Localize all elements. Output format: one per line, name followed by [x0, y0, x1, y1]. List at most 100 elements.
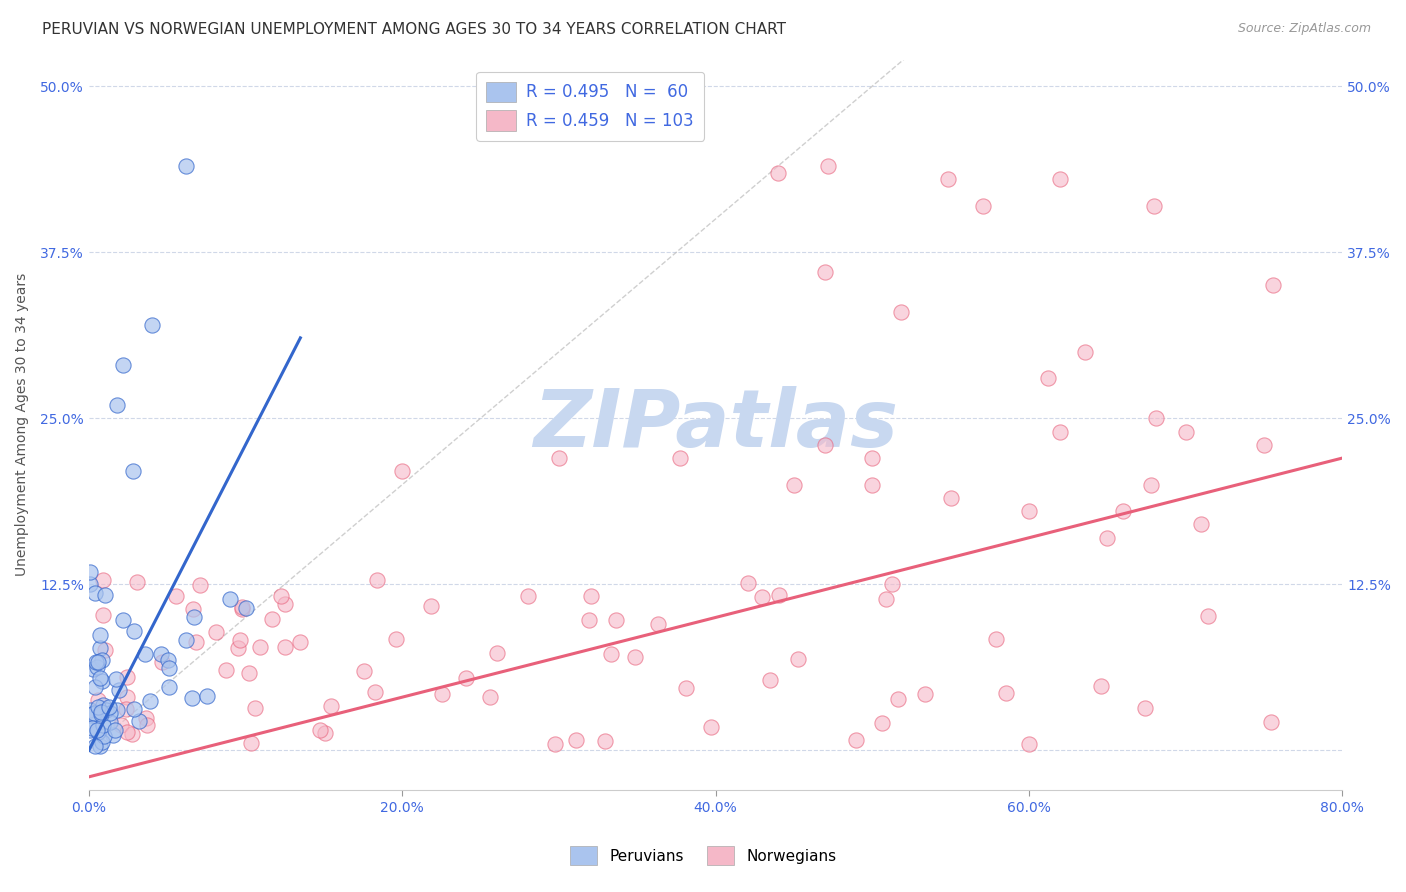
Point — [478, 690, 501, 704]
Point — [605, 613, 627, 627]
Point — [101, 728, 124, 742]
Point — [205, 625, 228, 640]
Point — [751, 590, 773, 604]
Point — [759, 673, 782, 688]
Point — [887, 691, 910, 706]
Point — [89, 671, 111, 685]
Point — [89, 739, 111, 753]
Point — [184, 634, 207, 648]
Point — [914, 687, 936, 701]
Point — [79, 565, 101, 579]
Point — [157, 680, 180, 694]
Point — [1049, 425, 1071, 439]
Point — [1263, 278, 1285, 293]
Point — [544, 737, 567, 751]
Point — [94, 643, 117, 657]
Point — [105, 672, 128, 686]
Point — [181, 691, 204, 706]
Point — [87, 693, 110, 707]
Point — [783, 477, 806, 491]
Point — [875, 591, 897, 606]
Point — [134, 648, 156, 662]
Point — [86, 655, 108, 669]
Point — [1135, 701, 1157, 715]
Point — [183, 609, 205, 624]
Point — [890, 305, 912, 319]
Point — [122, 702, 145, 716]
Point — [1090, 679, 1112, 693]
Text: ZIPatlas: ZIPatlas — [533, 386, 898, 464]
Point — [128, 714, 150, 729]
Point — [1018, 504, 1040, 518]
Point — [139, 694, 162, 708]
Point — [174, 633, 197, 648]
Point — [83, 680, 105, 694]
Point — [814, 438, 837, 452]
Point — [98, 706, 121, 720]
Text: PERUVIAN VS NORWEGIAN UNEMPLOYMENT AMONG AGES 30 TO 34 YEARS CORRELATION CHART: PERUVIAN VS NORWEGIAN UNEMPLOYMENT AMONG… — [42, 22, 786, 37]
Point — [675, 681, 697, 695]
Point — [860, 477, 883, 491]
Point — [115, 701, 138, 715]
Point — [82, 707, 104, 722]
Point — [262, 612, 284, 626]
Point — [91, 573, 114, 587]
Point — [136, 718, 159, 732]
Point — [274, 640, 297, 654]
Point — [288, 634, 311, 648]
Point — [157, 652, 180, 666]
Point — [1036, 371, 1059, 385]
Point — [115, 725, 138, 739]
Point — [939, 491, 962, 505]
Point — [94, 588, 117, 602]
Point — [91, 718, 114, 732]
Point — [110, 718, 132, 732]
Point — [93, 698, 115, 712]
Point — [90, 674, 112, 689]
Point — [547, 451, 569, 466]
Point — [1112, 504, 1135, 518]
Point — [366, 573, 388, 587]
Point — [79, 703, 101, 717]
Point — [668, 451, 690, 466]
Point — [79, 723, 101, 737]
Point — [89, 640, 111, 655]
Point — [98, 714, 121, 729]
Point — [870, 715, 893, 730]
Point — [84, 586, 107, 600]
Point — [599, 647, 621, 661]
Point — [314, 726, 336, 740]
Point — [880, 577, 903, 591]
Point — [817, 159, 839, 173]
Text: Source: ZipAtlas.com: Source: ZipAtlas.com — [1237, 22, 1371, 36]
Point — [786, 652, 808, 666]
Point — [1253, 438, 1275, 452]
Point — [165, 589, 187, 603]
Point — [1260, 714, 1282, 729]
Point — [581, 589, 603, 603]
Point — [226, 640, 249, 655]
Point — [454, 671, 477, 685]
Point — [1197, 609, 1219, 624]
Point — [86, 659, 108, 673]
Point — [353, 665, 375, 679]
Point — [174, 159, 197, 173]
Point — [231, 602, 253, 616]
Point — [1144, 411, 1167, 425]
Point — [93, 729, 115, 743]
Point — [195, 690, 218, 704]
Point — [229, 633, 252, 648]
Point — [90, 706, 112, 721]
Point — [90, 653, 112, 667]
Point — [1074, 344, 1097, 359]
Point — [845, 733, 868, 747]
Point — [82, 662, 104, 676]
Point — [90, 735, 112, 749]
Point — [1139, 477, 1161, 491]
Point — [90, 706, 112, 720]
Point — [150, 655, 173, 669]
Point — [121, 727, 143, 741]
Point — [565, 733, 588, 747]
Point — [240, 736, 263, 750]
Legend: R = 0.495   N =  60, R = 0.459   N = 103: R = 0.495 N = 60, R = 0.459 N = 103 — [477, 71, 704, 141]
